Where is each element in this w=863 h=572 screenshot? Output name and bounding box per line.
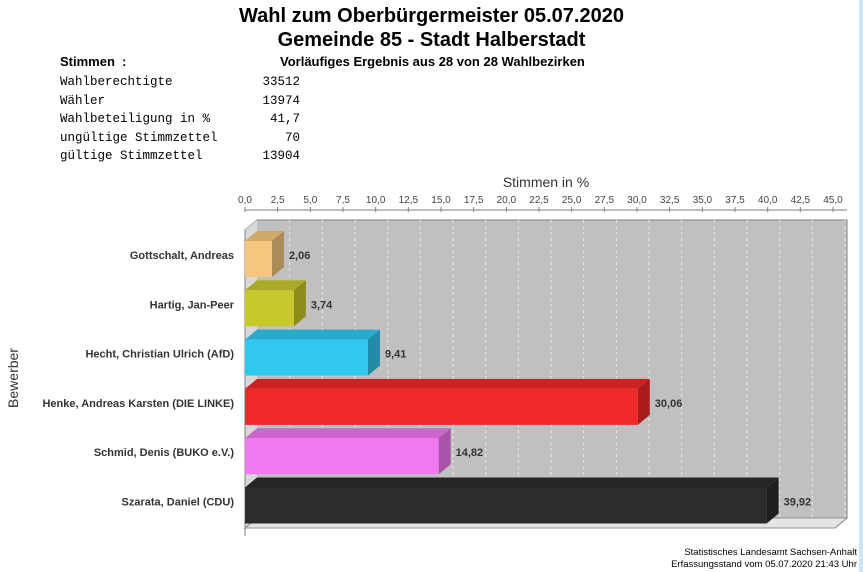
stat-value: 13904	[262, 149, 300, 163]
data-label: 3,74	[311, 299, 333, 311]
bar	[245, 438, 439, 475]
result-status: Vorläufiges Ergebnis aus 28 von 28 Wahlb…	[280, 54, 585, 69]
x-tick-label: 5,0	[303, 195, 317, 206]
x-tick-label: 32,5	[660, 195, 680, 206]
footer-timestamp: Erfassungsstand vom 05.07.2020 21:43 Uhr	[671, 559, 857, 570]
x-tick-label: 30,0	[627, 195, 647, 206]
bar	[245, 487, 767, 524]
data-label: 39,92	[784, 497, 812, 509]
x-tick-label: 7,5	[336, 195, 350, 206]
window-edge	[859, 0, 863, 572]
stat-label: gültige Stimmzettel	[60, 149, 203, 163]
stimmen-label: Stimmen :	[60, 54, 127, 69]
x-tick-label: 2,5	[271, 195, 285, 206]
category-label: Hecht, Christian Ulrich (AfD)	[85, 349, 234, 361]
stat-value: 70	[284, 130, 300, 145]
x-tick-label: 10,0	[366, 195, 386, 206]
page-title: Wahl zum Oberbürgermeister 05.07.2020	[239, 5, 624, 27]
y-axis-title: Bewerber	[5, 348, 21, 408]
bar-side	[271, 231, 284, 277]
stat-value: 33512	[262, 75, 300, 89]
footer-source: Statistisches Landesamt Sachsen-Anhalt	[684, 547, 857, 558]
stat-value: 41,7	[269, 112, 300, 126]
stat-label: Wähler	[60, 93, 106, 108]
category-label: Hartig, Jan-Peer	[150, 299, 235, 311]
bar-top	[245, 280, 306, 291]
x-tick-label: 20,0	[497, 195, 517, 206]
category-label: Henke, Andreas Karsten (DIE LINKE)	[42, 398, 234, 410]
bar	[245, 241, 272, 277]
data-label: 30,06	[655, 398, 683, 410]
page-subtitle: Gemeinde 85 - Stadt Halberstadt	[277, 29, 586, 51]
bar-side	[367, 329, 380, 376]
stat-label: ungültige Stimmzettel	[60, 130, 218, 145]
x-tick-label: 15,0	[431, 195, 451, 206]
x-tick-label: 12,5	[399, 195, 419, 206]
x-tick-label: 25,0	[562, 195, 582, 206]
x-tick-label: 37,5	[725, 195, 745, 206]
bar-side	[293, 280, 306, 327]
stat-value: 13974	[262, 93, 300, 108]
bar	[245, 290, 294, 327]
stat-label: Wahlberechtigte	[60, 75, 173, 89]
bar-top	[245, 231, 284, 241]
category-label: Gottschalt, Andreas	[130, 250, 234, 262]
data-label: 14,82	[456, 447, 484, 459]
bar	[245, 388, 638, 425]
bar	[245, 339, 368, 376]
category-label: Szarata, Daniel (CDU)	[122, 497, 235, 509]
data-label: 9,41	[385, 349, 406, 361]
bar-top	[245, 378, 650, 389]
x-axis-title: Stimmen in %	[503, 174, 589, 190]
x-tick-label: 17,5	[464, 195, 484, 206]
x-tick-label: 40,0	[758, 195, 778, 206]
x-tick-label: 45,0	[823, 195, 843, 206]
bar-side	[438, 428, 451, 475]
x-tick-label: 35,0	[693, 195, 713, 206]
x-tick-label: 27,5	[595, 195, 615, 206]
x-tick-label: 22,5	[529, 195, 549, 206]
bar-side	[766, 477, 779, 524]
category-label: Schmid, Denis (BUKO e.V.)	[94, 447, 235, 459]
x-tick-label: 0,0	[238, 195, 252, 206]
data-label: 2,06	[289, 250, 310, 262]
bar-side	[637, 378, 650, 425]
bar-top	[245, 428, 451, 439]
x-tick-label: 42,5	[791, 195, 811, 206]
stat-label: Wahlbeteiligung in %	[60, 112, 211, 126]
bar-top	[245, 477, 779, 488]
bar-top	[245, 329, 380, 340]
